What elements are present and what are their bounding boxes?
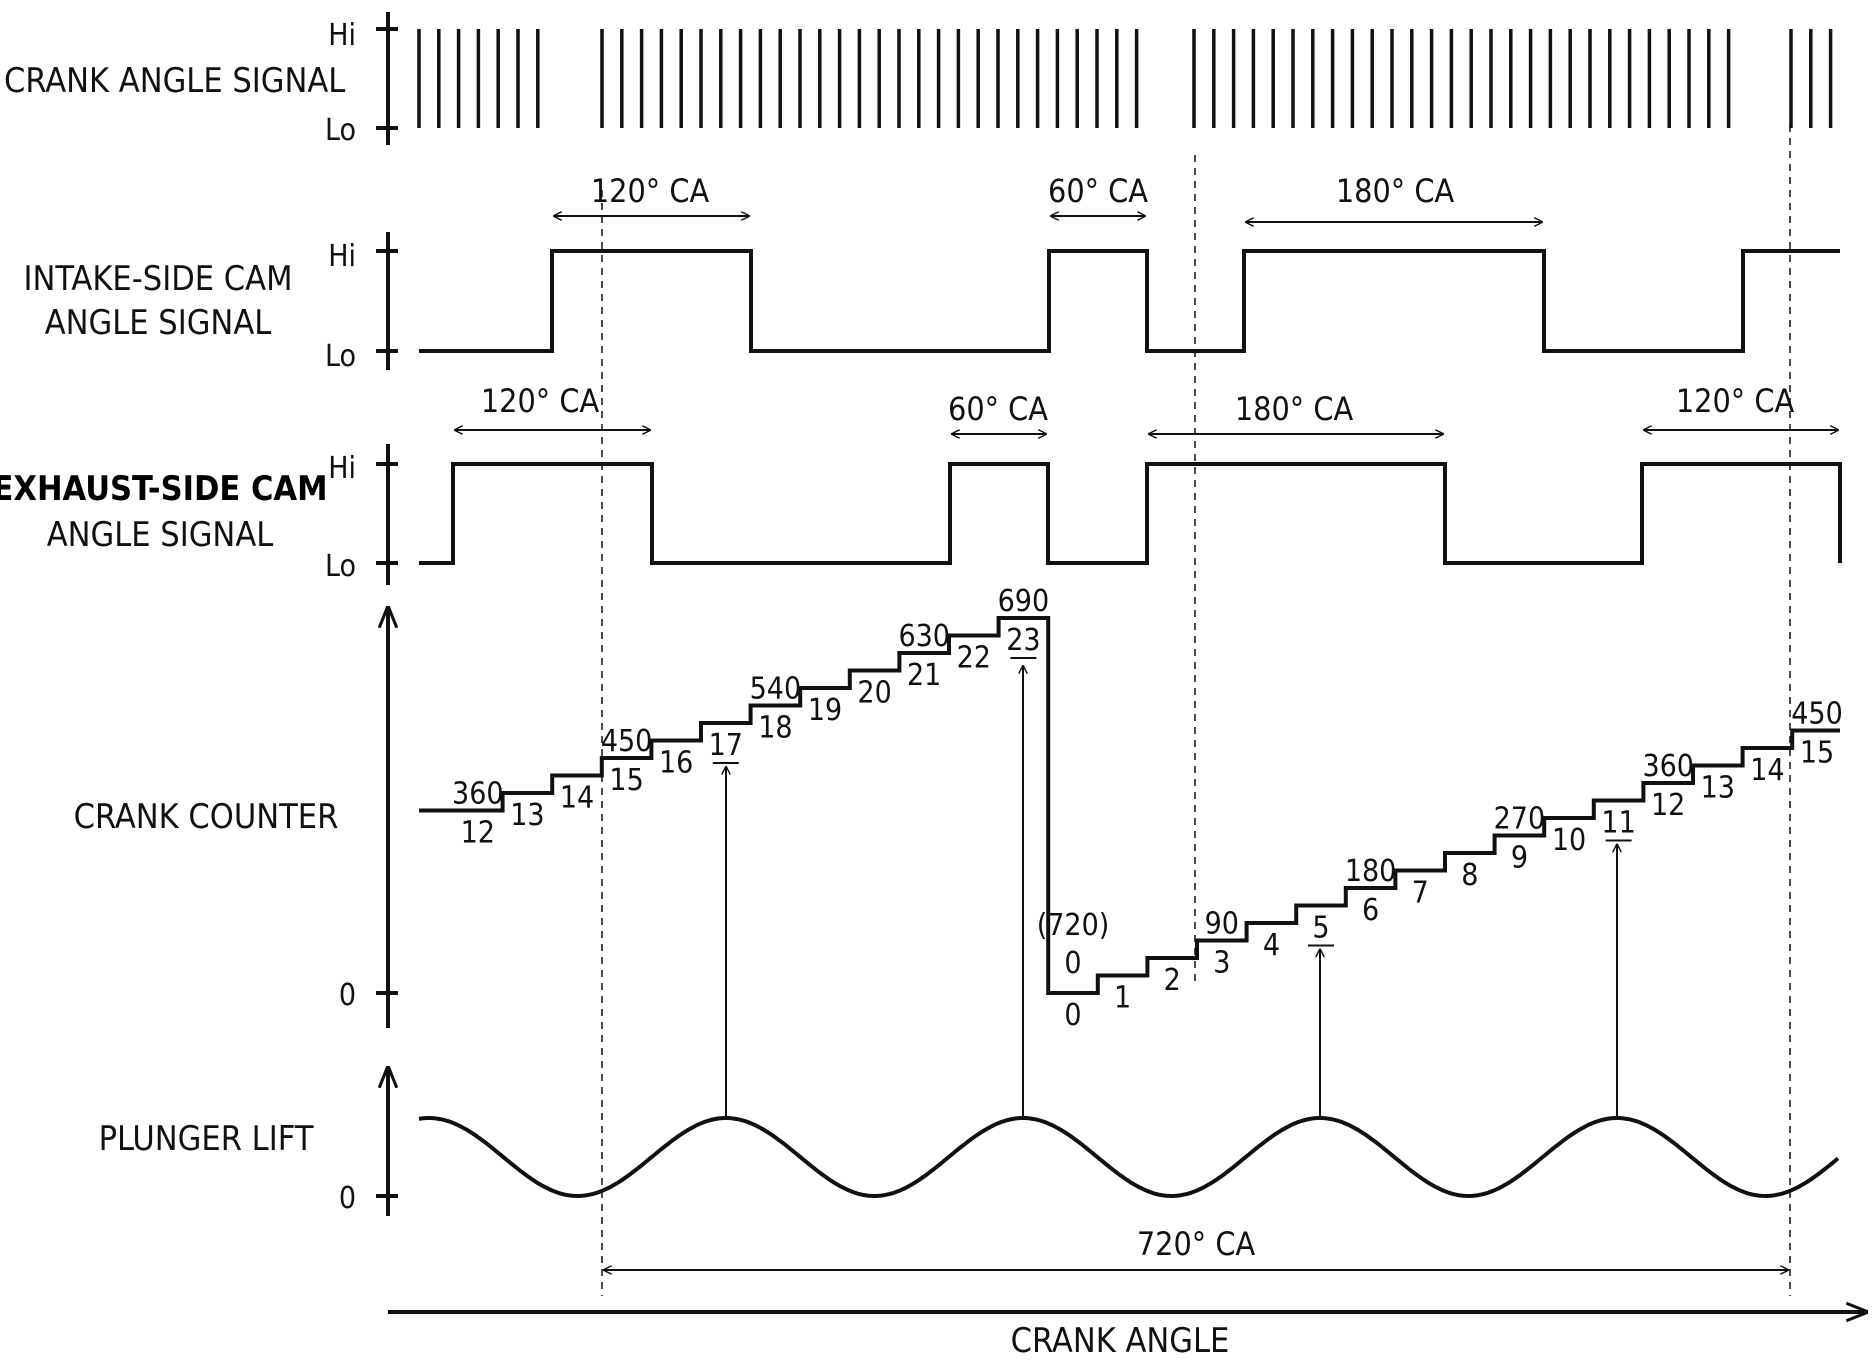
exhaust-label-line1: EXHAUST-SIDE CAM bbox=[0, 469, 328, 509]
crank-lo-label: Lo bbox=[325, 113, 356, 148]
intake-hi-label: Hi bbox=[328, 239, 356, 274]
counter-step-label: 8 bbox=[1461, 858, 1478, 893]
counter-step-label: 12 bbox=[1651, 788, 1685, 823]
counter-step-label: 10 bbox=[1552, 823, 1586, 858]
counter-step-label: 1 bbox=[1114, 981, 1131, 1016]
exhaust-lo-label: Lo bbox=[325, 549, 356, 584]
counter-step-label: 16 bbox=[659, 746, 693, 781]
counter-step-label: 13 bbox=[1701, 771, 1735, 806]
counter-angle-label: 450 bbox=[1791, 697, 1843, 732]
counter-angle-label: 540 bbox=[750, 672, 802, 707]
counter-step-label: 7 bbox=[1412, 876, 1429, 911]
counter-step-label: 22 bbox=[957, 641, 991, 676]
interval-arrows bbox=[455, 216, 1838, 1270]
counter-step-label: 19 bbox=[808, 693, 842, 728]
counter-step-label: 15 bbox=[609, 763, 643, 798]
crank-hi-label: Hi bbox=[328, 18, 356, 53]
counter-angle-label: 180 bbox=[1345, 854, 1397, 889]
counter-step-label: 17 bbox=[709, 728, 743, 763]
plunger-peak-arrows bbox=[726, 666, 1617, 1118]
intake-label-line1: INTAKE-SIDE CAM bbox=[24, 259, 293, 299]
plunger-zero-label: 0 bbox=[339, 1181, 356, 1216]
intake-label-line2: ANGLE SIGNAL bbox=[45, 303, 272, 343]
crank-pulse-train bbox=[419, 29, 1831, 128]
exhaust-interval-label-3: 180° CA bbox=[1235, 390, 1354, 428]
exhaust-cam-signal bbox=[419, 464, 1840, 563]
counter-step-label: 20 bbox=[857, 676, 891, 711]
counter-step-label: 23 bbox=[1006, 623, 1040, 658]
counter-step-label: 15 bbox=[1800, 736, 1834, 771]
cycle-interval-label: 720° CA bbox=[1137, 1225, 1256, 1263]
counter-zero-label: 0 bbox=[339, 978, 356, 1013]
counter-step-label: 14 bbox=[560, 781, 594, 816]
counter-step-label: 12 bbox=[461, 816, 495, 851]
counter-angle-label: 690 bbox=[998, 584, 1050, 619]
counter-reset-angle-label: (720) bbox=[1037, 908, 1110, 943]
counter-step-label: 4 bbox=[1263, 928, 1280, 963]
plunger-lift-waveform bbox=[419, 1118, 1838, 1196]
intake-interval-label-1: 120° CA bbox=[591, 172, 710, 210]
exhaust-label-line2: ANGLE SIGNAL bbox=[47, 515, 274, 555]
exhaust-interval-label-2: 60° CA bbox=[948, 390, 1048, 428]
counter-angle-label: 360 bbox=[1642, 749, 1694, 784]
counter-step-label: 9 bbox=[1511, 841, 1528, 876]
crank-counter-label: CRANK COUNTER bbox=[74, 797, 339, 837]
counter-step-label: 2 bbox=[1164, 963, 1181, 998]
counter-step-label: 14 bbox=[1750, 753, 1784, 788]
counter-step-label: 13 bbox=[510, 798, 544, 833]
counter-step-label: 3 bbox=[1213, 946, 1230, 981]
y-axes bbox=[376, 12, 398, 1216]
counter-reset-value-label: 0 bbox=[1064, 946, 1081, 981]
counter-angle-label: 630 bbox=[898, 619, 950, 654]
intake-interval-label-2: 60° CA bbox=[1048, 172, 1148, 210]
counter-step-label: 0 bbox=[1064, 998, 1081, 1033]
counter-step-label: 5 bbox=[1312, 911, 1329, 946]
plunger-lift-label: PLUNGER LIFT bbox=[99, 1119, 314, 1159]
exhaust-interval-label-1: 120° CA bbox=[481, 382, 600, 420]
counter-step-label: 6 bbox=[1362, 893, 1379, 928]
counter-angle-label: 270 bbox=[1494, 802, 1546, 837]
counter-angle-label: 450 bbox=[601, 724, 653, 759]
crank-angle-signal-label: CRANK ANGLE SIGNAL bbox=[4, 61, 345, 101]
counter-step-label: 18 bbox=[758, 711, 792, 746]
exhaust-interval-label-4: 120° CA bbox=[1676, 382, 1795, 420]
counter-angle-label: 360 bbox=[452, 777, 504, 812]
counter-angle-label: 90 bbox=[1205, 907, 1239, 942]
exhaust-hi-label: Hi bbox=[328, 451, 356, 486]
counter-step-label: 11 bbox=[1601, 806, 1635, 841]
counter-step-label: 21 bbox=[907, 658, 941, 693]
crank-angle-axis-label: CRANK ANGLE bbox=[1011, 1321, 1230, 1361]
intake-lo-label: Lo bbox=[325, 339, 356, 374]
intake-cam-signal bbox=[419, 251, 1840, 351]
intake-interval-label-3: 180° CA bbox=[1336, 172, 1455, 210]
